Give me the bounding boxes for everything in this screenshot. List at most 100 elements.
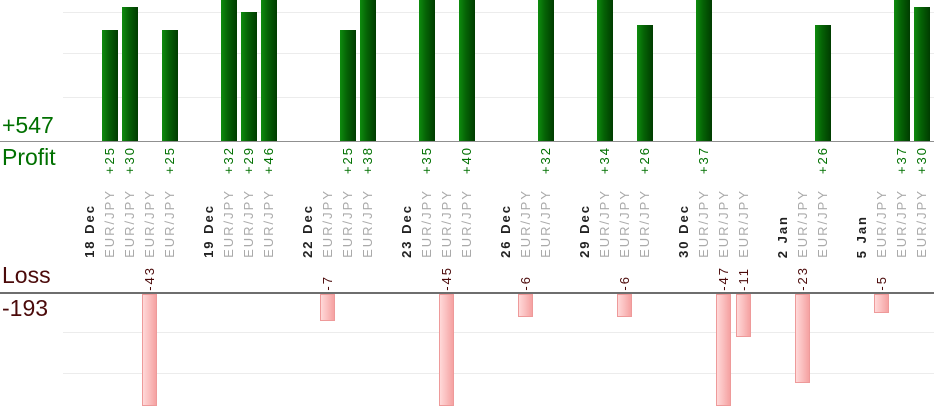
- date-label: 23 Dec: [397, 178, 415, 258]
- symbol-label-text: EUR/JPY: [419, 189, 434, 258]
- loss-value-label: -43: [141, 258, 159, 291]
- loss-value-label: -45: [438, 258, 456, 291]
- loss-bar: [874, 294, 889, 313]
- profit-value-label-text: +25: [102, 146, 117, 175]
- symbol-label: EUR/JPY: [418, 178, 436, 258]
- loss-total: -193: [2, 295, 49, 321]
- symbol-label: EUR/JPY: [319, 178, 337, 258]
- symbol-label-text: EUR/JPY: [637, 189, 652, 258]
- profit-value-label-text: +29: [241, 146, 256, 175]
- profit-value-label-text: +32: [538, 146, 553, 175]
- profit-value-label: +37: [695, 146, 713, 190]
- date-label-text: 5 Jan: [853, 214, 869, 258]
- profit-axis-title: Profit: [2, 144, 56, 170]
- profit-bar: [101, 30, 118, 141]
- loss-value-label: -23: [794, 258, 812, 291]
- symbol-label: EUR/JPY: [814, 178, 832, 258]
- symbol-label: EUR/JPY: [715, 178, 733, 258]
- gridline: [63, 53, 934, 54]
- profit-value-label-text: +30: [122, 146, 137, 175]
- symbol-label-text: EUR/JPY: [142, 189, 157, 258]
- date-label-text: 2 Jan: [774, 214, 790, 258]
- symbol-label-text: EUR/JPY: [874, 189, 889, 258]
- profit-value-label: +25: [161, 146, 179, 190]
- loss-value-label-text: -11: [736, 267, 751, 291]
- symbol-label-text: EUR/JPY: [102, 189, 117, 258]
- symbol-label: EUR/JPY: [616, 178, 634, 258]
- profit-value-label-text: +26: [637, 146, 652, 175]
- symbol-label: EUR/JPY: [517, 178, 535, 258]
- top-axis-line: [0, 141, 934, 142]
- symbol-label-text: EUR/JPY: [459, 189, 474, 258]
- symbol-label-text: EUR/JPY: [538, 189, 553, 258]
- symbol-label: EUR/JPY: [695, 178, 713, 258]
- symbol-label: EUR/JPY: [240, 178, 258, 258]
- loss-bar: [439, 294, 454, 406]
- profit-bar: [636, 25, 653, 141]
- symbol-label: EUR/JPY: [893, 178, 911, 258]
- profit-value-label: +40: [458, 146, 476, 190]
- profit-bar: [893, 0, 910, 141]
- profit-value-label-text: +25: [162, 146, 177, 175]
- date-label: 2 Jan: [773, 178, 791, 258]
- profit-bar: [161, 30, 178, 141]
- symbol-label-text: EUR/JPY: [617, 189, 632, 258]
- date-label: 5 Jan: [852, 178, 870, 258]
- profit-value-label-text: +35: [419, 146, 434, 175]
- gridline: [63, 373, 934, 374]
- profit-value-label: +25: [101, 146, 119, 190]
- profit-value-label: +30: [121, 146, 139, 190]
- profit-bar: [458, 0, 475, 141]
- symbol-label: EUR/JPY: [161, 178, 179, 258]
- profit-total: +547: [2, 112, 54, 138]
- loss-bar: [142, 294, 157, 406]
- profit-value-label: +30: [913, 146, 931, 190]
- gridline: [63, 332, 934, 333]
- profit-bar: [260, 0, 277, 141]
- loss-value-label-text: -6: [617, 275, 632, 291]
- date-label: 22 Dec: [298, 178, 316, 258]
- profit-value-label: +32: [537, 146, 555, 190]
- symbol-label: EUR/JPY: [873, 178, 891, 258]
- symbol-label-text: EUR/JPY: [736, 189, 751, 258]
- loss-value-label: -47: [715, 258, 733, 291]
- profit-bar: [418, 0, 435, 141]
- loss-value-label-text: -43: [142, 266, 157, 291]
- symbol-label: EUR/JPY: [260, 178, 278, 258]
- profit-value-label: +26: [814, 146, 832, 190]
- symbol-label: EUR/JPY: [220, 178, 238, 258]
- profit-bar: [220, 0, 237, 141]
- symbol-label-text: EUR/JPY: [894, 189, 909, 258]
- profit-bar: [121, 7, 138, 141]
- symbol-label: EUR/JPY: [735, 178, 753, 258]
- symbol-label-text: EUR/JPY: [716, 189, 731, 258]
- date-label: 19 Dec: [199, 178, 217, 258]
- profit-bar: [359, 0, 376, 141]
- loss-value-label-text: -47: [716, 266, 731, 291]
- profit-value-label-text: +46: [261, 146, 276, 175]
- date-label-text: 26 Dec: [497, 204, 513, 258]
- symbol-label: EUR/JPY: [101, 178, 119, 258]
- loss-bar: [716, 294, 731, 406]
- loss-axis-title: Loss: [2, 262, 51, 288]
- loss-value-label: -11: [735, 258, 753, 291]
- profit-value-label: +25: [339, 146, 357, 190]
- symbol-label-text: EUR/JPY: [221, 189, 236, 258]
- loss-bar: [736, 294, 751, 337]
- profit-bar: [537, 0, 554, 141]
- date-label: 30 Dec: [674, 178, 692, 258]
- profit-value-label-text: +30: [914, 146, 929, 175]
- symbol-label-text: EUR/JPY: [518, 189, 533, 258]
- profit-value-label-text: +37: [696, 146, 711, 175]
- date-label-text: 29 Dec: [576, 204, 592, 258]
- profit-bar: [695, 0, 712, 141]
- symbol-label: EUR/JPY: [537, 178, 555, 258]
- profit-value-label: +38: [359, 146, 377, 190]
- symbol-label-text: EUR/JPY: [162, 189, 177, 258]
- loss-bar: [617, 294, 632, 317]
- date-label-text: 19 Dec: [200, 204, 216, 258]
- profit-value-label-text: +34: [597, 146, 612, 175]
- symbol-label-text: EUR/JPY: [241, 189, 256, 258]
- symbol-label-text: EUR/JPY: [795, 189, 810, 258]
- loss-value-label-text: -5: [874, 275, 889, 291]
